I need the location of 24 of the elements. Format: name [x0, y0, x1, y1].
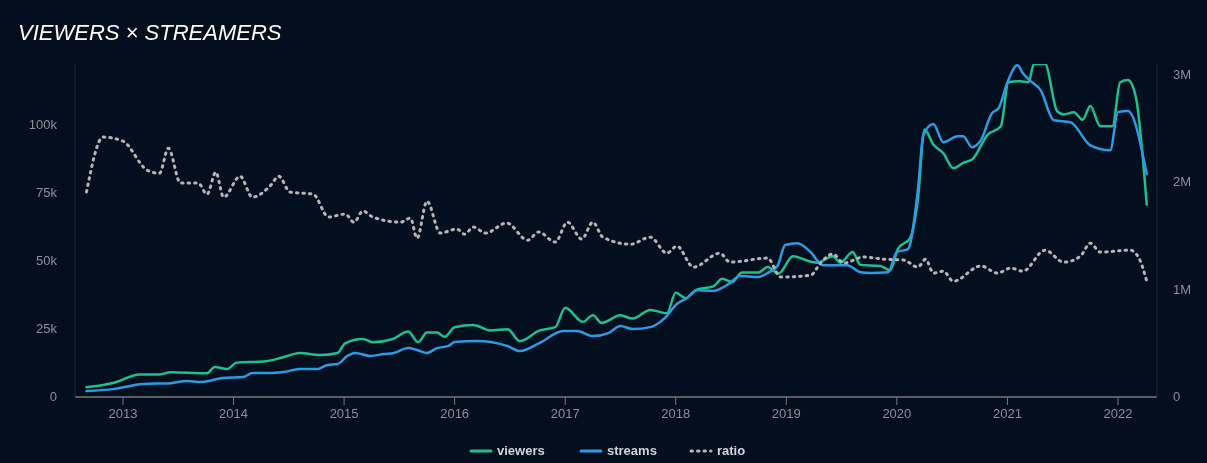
- x-tick-label: 2017: [550, 406, 580, 421]
- y2-tick-label: 1M: [1173, 281, 1192, 297]
- y-tick-label: 25k: [36, 321, 58, 337]
- legend-label: ratio: [717, 443, 746, 458]
- line-series: [85, 135, 1149, 283]
- y2-tick-label: 0: [1173, 389, 1181, 404]
- chart-title: VIEWERS × STREAMERS: [18, 20, 282, 45]
- x-tick-label: 2020: [882, 406, 912, 421]
- y-tick-label: 75k: [36, 185, 58, 201]
- x-tick-label: 2015: [329, 406, 359, 421]
- y-tick-label: 0: [49, 389, 57, 404]
- x-tick-label: 2016: [440, 406, 470, 421]
- y-tick-label: 100k: [28, 117, 58, 133]
- x-tick-label: 2022: [1103, 406, 1133, 421]
- y2-tick-label: 2M: [1173, 174, 1192, 190]
- legend-label: streams: [607, 443, 657, 458]
- x-tick-label: 2019: [771, 406, 801, 421]
- x-tick-label: 2021: [992, 406, 1022, 421]
- x-tick-label: 2018: [661, 406, 691, 421]
- legend-label: viewers: [497, 443, 545, 458]
- x-tick-label: 2013: [108, 406, 138, 421]
- x-tick-label: 2014: [219, 406, 248, 421]
- y2-tick-label: 3M: [1173, 66, 1192, 82]
- y-tick-label: 50k: [36, 253, 58, 269]
